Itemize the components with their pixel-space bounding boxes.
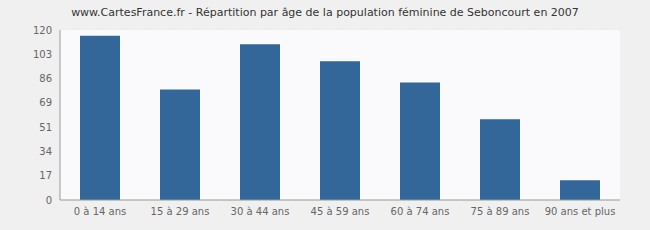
svg-text:90 ans et plus: 90 ans et plus (545, 206, 616, 217)
svg-text:15 à 29 ans: 15 à 29 ans (151, 206, 210, 217)
svg-text:51: 51 (39, 122, 52, 133)
svg-text:103: 103 (33, 49, 52, 60)
svg-text:69: 69 (39, 97, 52, 108)
svg-text:45 à 59 ans: 45 à 59 ans (311, 206, 370, 217)
svg-text:0 à 14 ans: 0 à 14 ans (74, 206, 126, 217)
svg-text:0: 0 (46, 195, 52, 206)
svg-text:120: 120 (33, 25, 52, 36)
svg-text:17: 17 (39, 170, 52, 181)
svg-text:30 à 44 ans: 30 à 44 ans (231, 206, 290, 217)
svg-text:60 à 74 ans: 60 à 74 ans (391, 206, 450, 217)
html-text:www.CartesFrance.fr - Répartit: www.CartesFrance.fr - Répartition par âg… (71, 6, 579, 19)
svg-text:75 à 89 ans: 75 à 89 ans (471, 206, 530, 217)
svg-text:34: 34 (39, 146, 52, 157)
svg-text:86: 86 (39, 73, 52, 84)
